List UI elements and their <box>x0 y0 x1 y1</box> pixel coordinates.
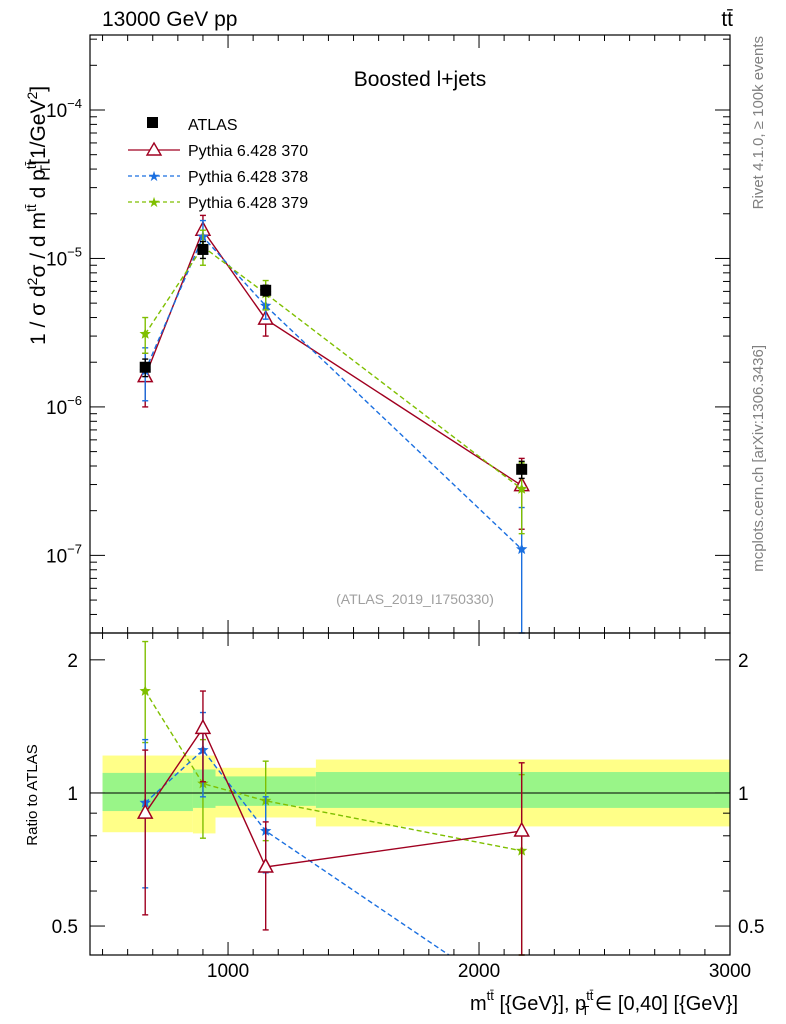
chart-title: Boosted l+jets <box>354 68 487 91</box>
x-tick-label: 2000 <box>458 961 500 982</box>
rivet-label: Rivet 4.1.0, ≥ 100k events <box>750 36 767 209</box>
ratio-y-tick-label-right: 1 <box>738 784 749 805</box>
series-line-pythia-6-428-379 <box>144 690 522 852</box>
svg-text:1 / σ d2σ / d mtt̄ d ptt̄T[1/G: 1 / σ d2σ / d mtt̄ d ptt̄T[1/GeV2] <box>23 86 53 345</box>
series-line-pythia-6-428-378 <box>144 235 523 550</box>
mcplots-label: mcplots.cern.ch [arXiv:1306.3436] <box>750 345 767 572</box>
series-line-pythia-6-428-370 <box>144 726 522 868</box>
main-panel <box>136 214 530 634</box>
ratio-y-tick-label-right: 2 <box>738 651 749 672</box>
ratio-bands <box>90 755 730 834</box>
legend-marker-378: ★ <box>148 169 161 185</box>
legend-label-379: Pythia 6.428 379 <box>188 195 308 212</box>
svg-text:mtt̄ [{GeV}], ptt̄T ∈ [0,40] [: mtt̄ [{GeV}], ptt̄ T ∈ [0,40] [{GeV}] <box>470 988 738 1018</box>
point-atlas-3 <box>516 463 528 475</box>
band-inner-1 <box>192 769 216 808</box>
ratio-frame <box>89 632 731 956</box>
x-axis-label: mtt̄ [{GeV}], ptt̄ T ∈ [0,40] [{GeV}] <box>470 988 738 1018</box>
point-pythia-6-428-370-1 <box>194 718 212 735</box>
legend-label-378: Pythia 6.428 378 <box>188 169 308 186</box>
legend-marker-370 <box>145 141 163 156</box>
main-y-tick-label: 10−6 <box>46 393 82 419</box>
legend-marker-379: ★ <box>148 195 161 211</box>
point-atlas-1 <box>197 243 209 255</box>
legend-label-370: Pythia 6.428 370 <box>188 143 308 160</box>
ratio-y-tick-label: 1 <box>67 784 78 805</box>
ratio-y-axis-label: Ratio to ATLAS <box>24 744 41 845</box>
band-inner-3 <box>315 772 730 808</box>
main-y-axis-label: 1 / σ d2σ / d mtt̄ d ptt̄T[1/GeV2] <box>23 86 53 345</box>
main-y-tick-label: 10−4 <box>46 96 82 122</box>
series-line-pythia-6-428-378 <box>144 749 450 956</box>
series-line-pythia-6-428-370 <box>144 228 523 487</box>
main-y-tick-label: 10−7 <box>46 541 82 567</box>
legend: ATLAS Pythia 6.428 370 ★ Pythia 6.428 37… <box>128 117 308 212</box>
ratio-y-tick-label-right: 0.5 <box>738 917 764 938</box>
point-atlas-0 <box>139 361 151 373</box>
point-pythia-6-428-370-3 <box>513 821 530 837</box>
point-pythia-6-428-370-2 <box>257 857 274 873</box>
ratio-y-tick-label: 0.5 <box>52 917 78 938</box>
point-pythia-6-428-379-3 <box>516 483 528 494</box>
process-label: tt̄ <box>721 8 733 31</box>
series-line-pythia-6-428-379 <box>144 245 523 490</box>
x-tick-label: 1000 <box>207 961 249 982</box>
point-pythia-6-428-370-0 <box>136 803 154 819</box>
legend-marker-atlas <box>147 117 158 128</box>
point-pythia-6-428-378-3 <box>516 543 528 555</box>
energy-label: 13000 GeV pp <box>102 8 237 31</box>
point-atlas-2 <box>260 284 272 296</box>
point-pythia-6-428-379-0 <box>139 328 151 339</box>
x-tick-label: 3000 <box>709 961 751 982</box>
main-y-tick-label: 10−5 <box>46 244 82 270</box>
main-frame <box>89 34 731 634</box>
analysis-label: (ATLAS_2019_I1750330) <box>336 591 494 607</box>
point-pythia-6-428-379-0 <box>139 685 151 696</box>
legend-label-atlas: ATLAS <box>188 117 238 134</box>
ratio-y-tick-label: 2 <box>67 651 78 672</box>
